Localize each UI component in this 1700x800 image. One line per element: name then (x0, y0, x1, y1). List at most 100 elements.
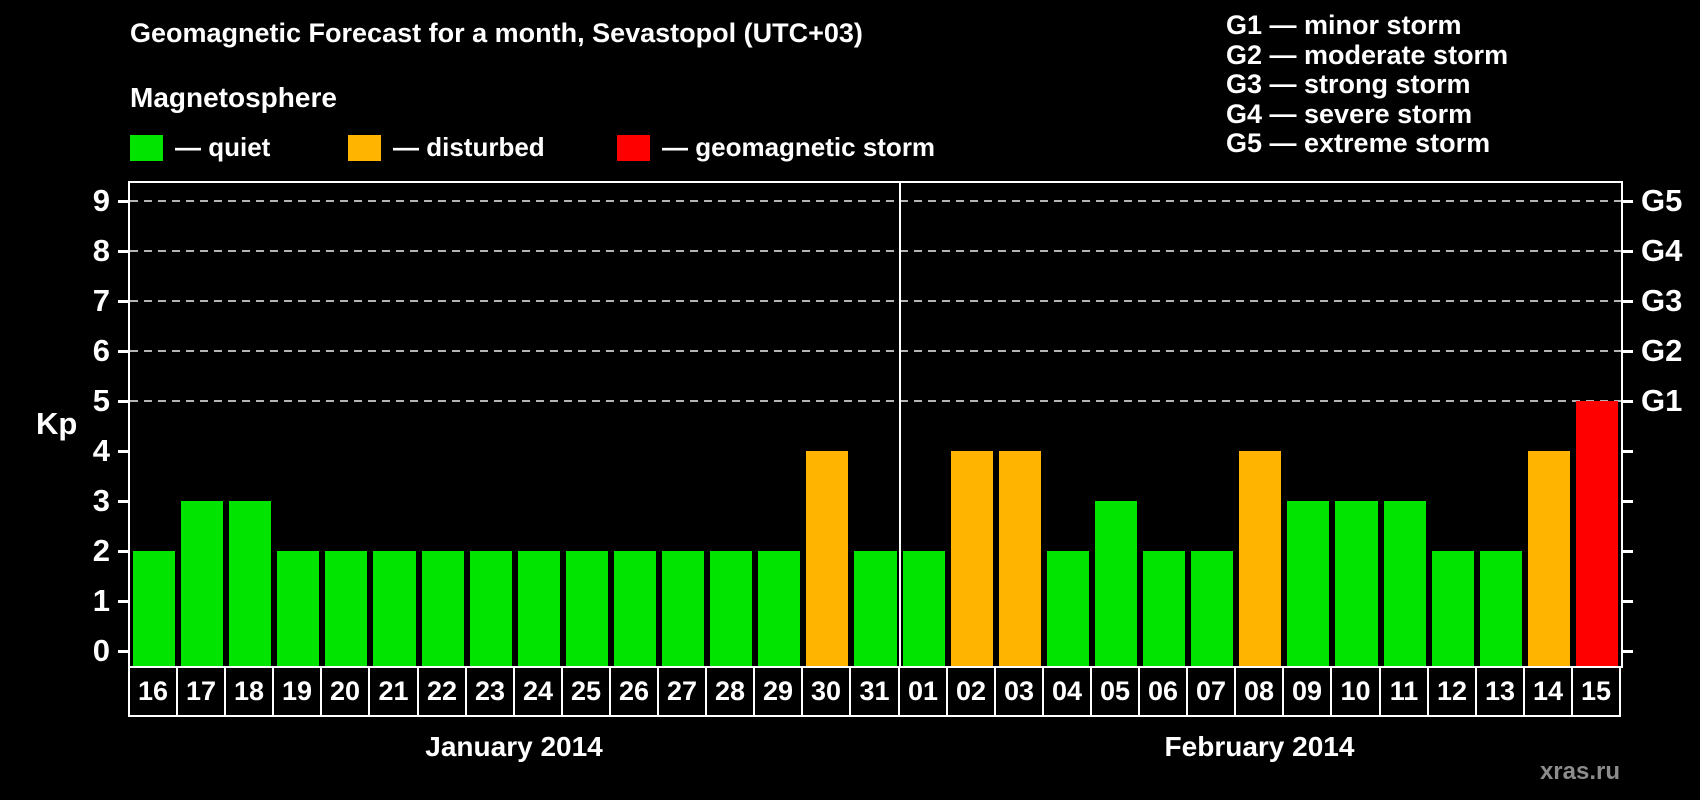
kp-bar-day-22 (421, 551, 464, 668)
right-axis-tick-8 (1623, 250, 1633, 253)
y-axis-label-5: 5 (92, 383, 110, 418)
day-cell-08: 08 (1234, 666, 1284, 717)
right-axis-label-g2: G2 (1641, 333, 1683, 368)
kp-bar-day-28 (710, 551, 753, 668)
day-cell-06: 06 (1138, 666, 1188, 717)
y-axis-tick-8 (118, 250, 128, 253)
watermark: xras.ru (1539, 758, 1620, 785)
storm-scale-item-g3: G3 — strong storm (1226, 69, 1471, 99)
kp-bar-day-06 (1143, 551, 1186, 668)
right-axis-tick-2 (1623, 550, 1633, 553)
y-axis-tick-7 (118, 300, 128, 303)
y-axis-label-2: 2 (92, 533, 110, 568)
y-axis-label-3: 3 (92, 483, 110, 518)
day-cell-01: 01 (898, 666, 948, 717)
right-axis-tick-7 (1623, 300, 1633, 303)
kp-bar-day-03 (998, 451, 1041, 668)
storm-color-swatch (617, 134, 650, 161)
right-axis-tick-3 (1623, 500, 1633, 503)
y-axis-tick-3 (118, 500, 128, 503)
kp-bar-day-15 (1575, 401, 1618, 668)
right-axis-tick-9 (1623, 200, 1633, 203)
kp-bar-day-21 (373, 551, 416, 668)
legend-item-quiet: — quiet (130, 132, 271, 162)
right-axis-tick-5 (1623, 400, 1633, 403)
legend-item-disturbed: — disturbed (348, 132, 545, 162)
kp-bar-day-07 (1191, 551, 1234, 668)
plot-area: 0 1 2 3 4 5 6 7 8 9 G1 G2 G3 G4 G5 (93, 181, 1682, 668)
day-cell-24: 24 (513, 666, 563, 717)
kp-axis-label: Kp (36, 406, 78, 441)
kp-bar-day-13 (1479, 551, 1522, 668)
day-cell-16: 16 (128, 666, 178, 717)
kp-bar-day-17 (181, 501, 224, 668)
kp-bar-day-14 (1527, 451, 1570, 668)
day-cell-27: 27 (657, 666, 707, 717)
y-axis-label-1: 1 (92, 583, 110, 618)
kp-bar-day-16 (133, 551, 176, 668)
day-cell-18: 18 (224, 666, 274, 717)
y-axis-label-8: 8 (92, 233, 110, 268)
right-axis-label-g5: G5 (1641, 183, 1683, 218)
day-cell-22: 22 (417, 666, 467, 717)
day-labels-row: 16 17 18 19 20 21 22 23 24 25 26 27 28 29 30 31 01 02 03 04… (128, 666, 1623, 717)
day-cell-09: 09 (1282, 666, 1332, 717)
y-axis-tick-4 (118, 450, 128, 453)
kp-bar-day-05 (1094, 501, 1138, 668)
kp-bar-day-12 (1431, 551, 1474, 668)
kp-bar-day-20 (325, 551, 368, 668)
legend-item-storm-label: — geomagnetic storm (662, 132, 936, 162)
right-axis-label-g1: G1 (1641, 383, 1683, 418)
day-cell-20: 20 (320, 666, 370, 717)
day-cell-02: 02 (946, 666, 996, 717)
legend-item-disturbed-label: — disturbed (393, 132, 545, 162)
storm-scale-legend: G1 — minor storm G2 — moderate storm G3 … (1226, 10, 1508, 159)
day-cell-30: 30 (801, 666, 851, 717)
day-cell-19: 19 (272, 666, 322, 717)
day-cell-14: 14 (1523, 666, 1573, 717)
right-axis-tick-0 (1623, 650, 1633, 653)
storm-scale-item-g4: G4 — severe storm (1226, 98, 1473, 129)
kp-bar-day-23 (469, 551, 512, 668)
y-axis-tick-5 (118, 400, 128, 403)
kp-bar-day-19 (277, 551, 320, 668)
day-cell-03: 03 (994, 666, 1044, 717)
right-axis-tick-1 (1623, 600, 1633, 603)
right-axis-label-g3: G3 (1641, 283, 1683, 318)
day-cell-29: 29 (753, 666, 803, 717)
month-label-january: January 2014 (425, 731, 603, 762)
month-separator-line (898, 183, 901, 668)
day-cell-21: 21 (368, 666, 419, 717)
day-cell-05: 05 (1090, 666, 1140, 717)
kp-bar-day-25 (565, 551, 608, 668)
right-axis-tick-6 (1623, 350, 1633, 353)
month-label-february: February 2014 (1164, 731, 1355, 762)
y-axis-tick-0 (118, 650, 128, 653)
gridline-kp9 (130, 200, 1621, 202)
quiet-color-swatch (130, 134, 163, 161)
y-axis-tick-2 (118, 550, 128, 553)
right-axis-label-g4: G4 (1641, 233, 1683, 268)
day-cell-17: 17 (176, 666, 226, 717)
day-cell-31: 31 (849, 666, 900, 717)
y-axis-tick-6 (118, 350, 128, 353)
day-cell-28: 28 (705, 666, 755, 717)
gridline-kp8 (130, 250, 1621, 252)
day-cell-07: 07 (1186, 666, 1236, 717)
gridline-kp5 (130, 400, 1621, 402)
legend-item-quiet-label: — quiet (175, 132, 271, 162)
day-cell-26: 26 (609, 666, 659, 717)
kp-bar-day-29 (758, 551, 801, 668)
kp-bar-day-27 (662, 551, 705, 668)
kp-bar-day-08 (1239, 451, 1282, 668)
legend-item-storm: — geomagnetic storm (617, 132, 936, 162)
chart-title: Geomagnetic Forecast for a month, Sevast… (130, 18, 863, 48)
kp-bar-day-24 (517, 551, 560, 668)
storm-scale-item-g1: G1 — minor storm (1226, 10, 1462, 40)
kp-bar-day-31 (854, 551, 897, 668)
day-cell-11: 11 (1379, 666, 1429, 717)
day-cell-10: 10 (1330, 666, 1381, 717)
kp-bar-day-11 (1383, 501, 1426, 668)
kp-bar-day-04 (1046, 551, 1089, 668)
